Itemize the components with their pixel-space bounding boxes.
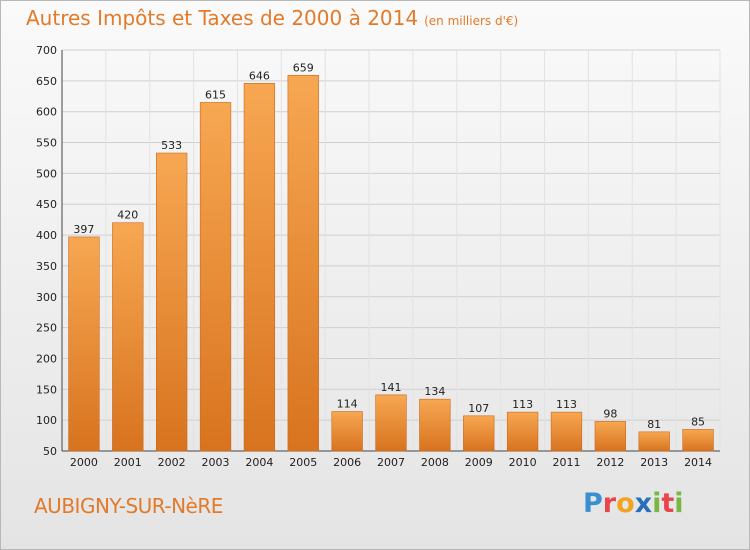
y-tick-label: 250 <box>36 322 57 335</box>
bars <box>68 74 714 452</box>
chart-title-block: Autres Impôts et Taxes de 2000 à 2014 (en… <box>26 6 518 30</box>
x-tick-label: 2012 <box>596 456 624 469</box>
x-tick-label: 2014 <box>684 456 712 469</box>
chart-subtitle: (en milliers d'€) <box>424 14 519 28</box>
data-label: 81 <box>647 418 661 431</box>
bar <box>594 421 626 452</box>
logo-letter: P <box>583 488 603 519</box>
data-labels: 397 420 533 615 646 659 114 141 134 107 113 113 98 81… <box>73 61 705 431</box>
bar <box>506 411 539 452</box>
tick-labels: 50 100 150 200 250 300 350 400 450 500 550 600 650 70… <box>36 44 712 469</box>
y-tick-label: 300 <box>36 291 57 304</box>
commune-name: AUBIGNY-SUR-NèRE <box>34 494 223 518</box>
y-tick-label: 650 <box>36 75 57 88</box>
data-label: 114 <box>337 398 358 411</box>
bar <box>331 411 363 452</box>
data-label: 659 <box>293 61 314 74</box>
x-tick-label: 2009 <box>465 456 493 469</box>
data-label: 397 <box>73 223 94 236</box>
x-tick-label: 2011 <box>552 456 580 469</box>
x-tick-label: 2013 <box>640 456 668 469</box>
data-label: 85 <box>691 415 705 428</box>
y-tick-label: 200 <box>36 352 57 365</box>
data-label: 615 <box>205 88 226 101</box>
y-tick-label: 600 <box>36 106 57 119</box>
bar <box>682 429 714 452</box>
logo-letter: r <box>602 488 617 519</box>
y-tick-label: 550 <box>36 137 57 150</box>
y-tick-label: 450 <box>36 198 57 211</box>
x-tick-label: 2007 <box>377 456 405 469</box>
bar <box>419 398 451 452</box>
proxiti-logo: Proxiti <box>583 488 684 519</box>
y-tick-label: 100 <box>36 414 57 427</box>
bar <box>463 415 495 452</box>
bar <box>638 431 670 452</box>
bar <box>287 74 319 452</box>
y-tick-label: 150 <box>36 383 57 396</box>
data-label: 134 <box>424 385 445 398</box>
x-tick-label: 2004 <box>245 456 273 469</box>
logo-letter: t <box>661 488 675 519</box>
x-tick-label: 2005 <box>289 456 317 469</box>
data-label: 533 <box>161 139 182 152</box>
data-label: 141 <box>381 381 402 394</box>
y-tick-label: 700 <box>36 44 57 57</box>
bar <box>112 222 144 452</box>
bar <box>199 102 232 452</box>
y-tick-label: 500 <box>36 167 57 180</box>
x-tick-label: 2000 <box>70 456 98 469</box>
x-tick-label: 2001 <box>114 456 142 469</box>
y-tick-label: 350 <box>36 260 57 273</box>
data-label: 646 <box>249 69 270 82</box>
chart-title: Autres Impôts et Taxes de 2000 à 2014 <box>26 6 419 30</box>
bar <box>68 236 100 452</box>
data-label: 113 <box>512 398 533 411</box>
x-tick-label: 2008 <box>421 456 449 469</box>
logo-letter: i <box>652 488 662 519</box>
data-label: 107 <box>468 402 489 415</box>
logo-letter: o <box>616 488 635 519</box>
data-label: 98 <box>603 407 617 420</box>
x-tick-label: 2003 <box>202 456 230 469</box>
bar <box>243 83 276 452</box>
bar <box>550 411 583 452</box>
data-label: 113 <box>556 398 577 411</box>
logo-letter: x <box>634 488 653 519</box>
data-label: 420 <box>117 209 138 222</box>
bar <box>156 152 188 452</box>
bar <box>375 394 407 452</box>
x-tick-label: 2002 <box>158 456 186 469</box>
logo-letter: i <box>674 488 684 519</box>
x-tick-label: 2006 <box>333 456 361 469</box>
x-tick-label: 2010 <box>509 456 537 469</box>
y-tick-label: 50 <box>43 445 57 458</box>
y-tick-label: 400 <box>36 229 57 242</box>
